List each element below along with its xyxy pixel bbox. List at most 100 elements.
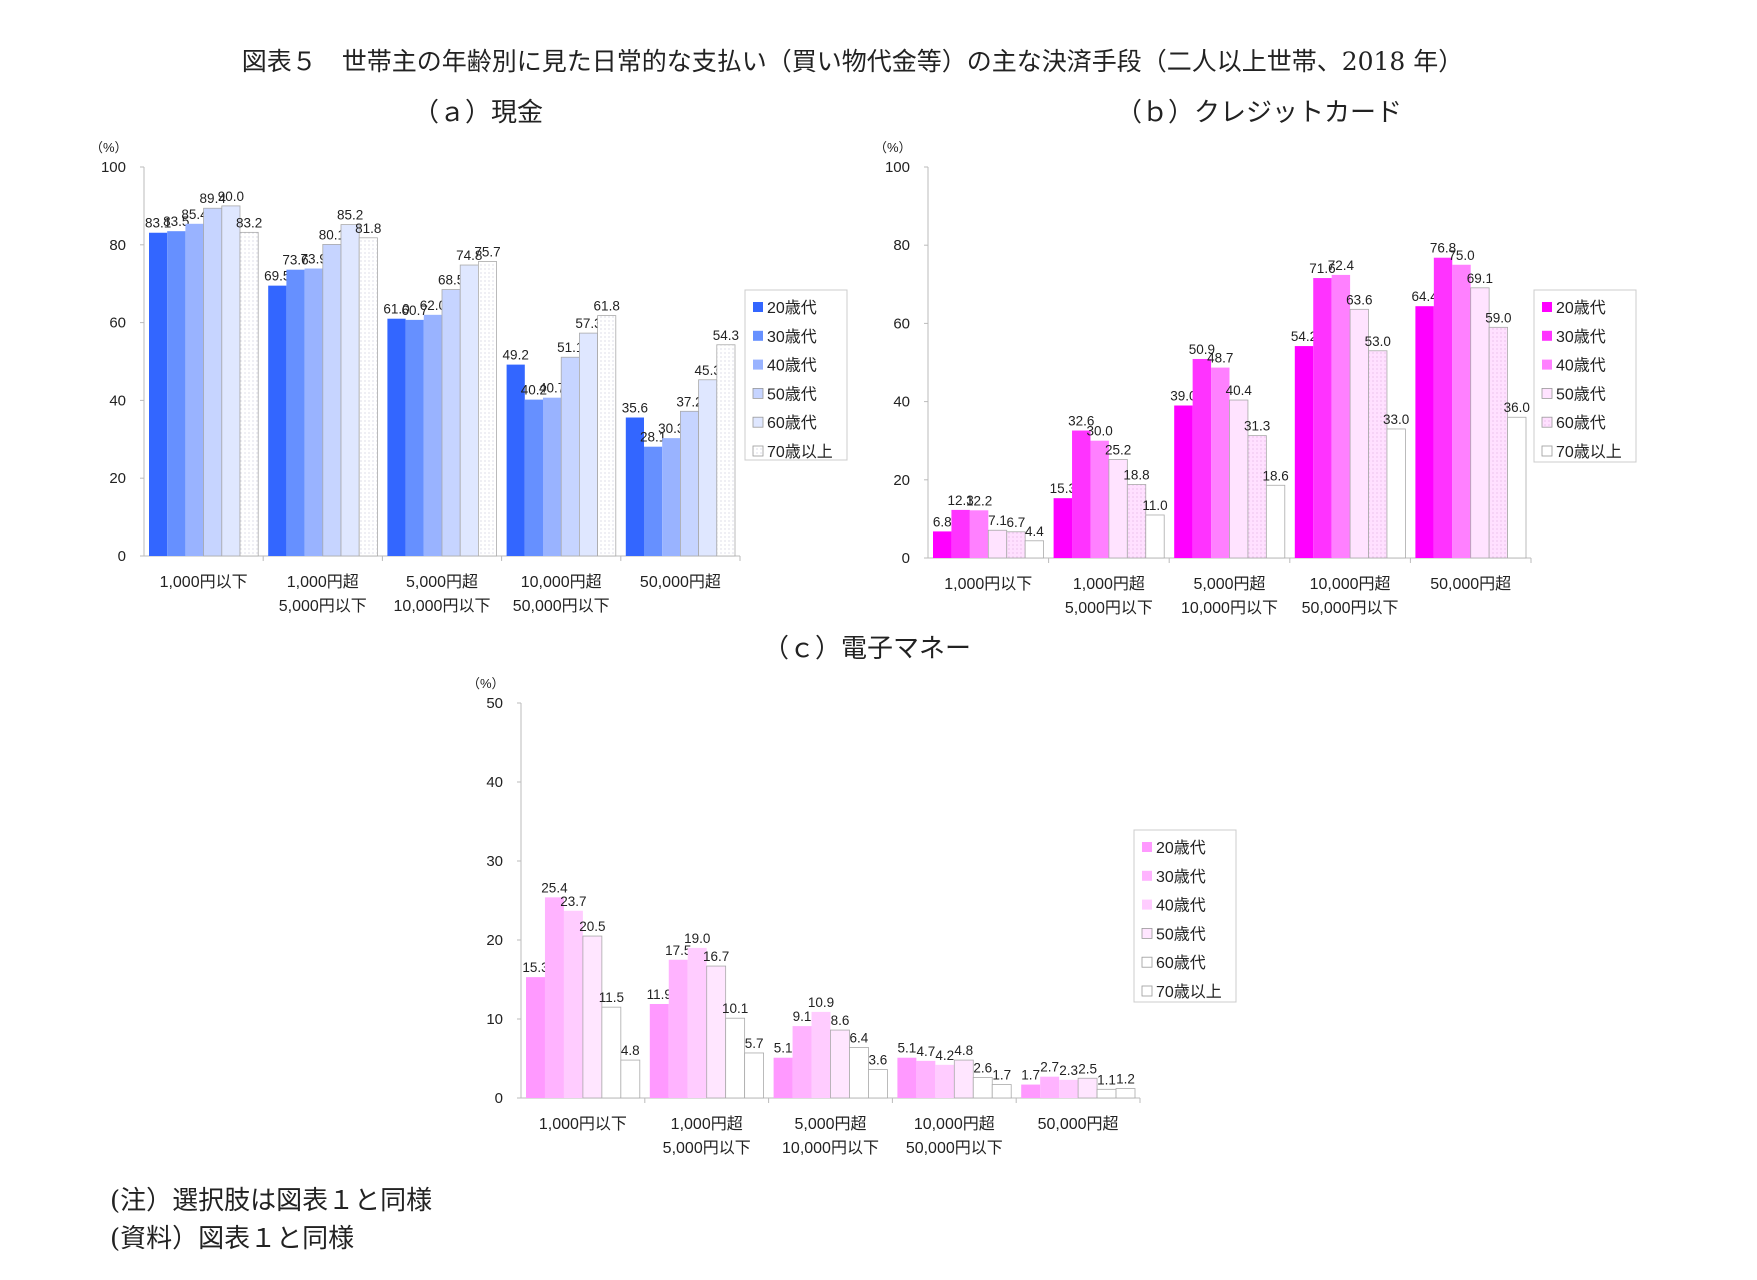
- category-label: 1,000円以下: [944, 576, 1032, 593]
- bar-70歳以上: [358, 237, 378, 557]
- data-label: 39.0: [1170, 389, 1196, 404]
- bar-50歳代: [987, 529, 1008, 559]
- data-label: 76.8: [1430, 241, 1456, 256]
- y-tick-label: 10: [486, 1011, 503, 1028]
- bar-70歳以上: [620, 1059, 641, 1099]
- data-label: 12.2: [966, 493, 992, 508]
- data-label: 54.2: [1291, 329, 1317, 344]
- data-label: 61.8: [594, 299, 620, 314]
- data-label: 16.7: [703, 949, 729, 964]
- bar-30歳代: [916, 1060, 936, 1098]
- y-tick-label: 50: [486, 695, 503, 712]
- bar-60歳代: [579, 332, 599, 557]
- y-tick-label: 40: [486, 774, 503, 791]
- y-tick-label: 100: [101, 159, 126, 176]
- data-label: 1.1: [1097, 1072, 1116, 1087]
- y-axis-unit: （%）: [874, 140, 912, 155]
- data-label: 37.2: [676, 394, 702, 409]
- bar-40歳代: [423, 314, 442, 556]
- category-label: 5,000円以下: [663, 1140, 751, 1157]
- bar-20歳代: [1294, 346, 1314, 558]
- legend-swatch: [752, 416, 764, 428]
- data-label: 60.7: [402, 303, 428, 318]
- category-label: 1,000円超: [671, 1115, 743, 1133]
- data-label: 4.4: [1025, 524, 1044, 539]
- y-tick-label: 20: [486, 932, 503, 949]
- y-tick-label: 60: [893, 315, 910, 332]
- bar-60歳代: [340, 224, 360, 557]
- legend: 20歳代 30歳代 40歳代 50歳代 60歳代 70歳以上: [744, 289, 848, 461]
- legend-swatch: [1541, 445, 1553, 457]
- bar-30歳代: [951, 509, 970, 558]
- data-label: 73.9: [301, 252, 327, 267]
- legend-box: [744, 289, 848, 461]
- data-label: 30.0: [1087, 424, 1113, 439]
- category-label: 10,000円以下: [782, 1140, 879, 1157]
- data-label: 83.1: [145, 216, 171, 231]
- bar-60歳代: [1247, 435, 1267, 559]
- bar-20歳代: [526, 977, 545, 1098]
- data-label: 20.5: [579, 919, 605, 934]
- legend-label: 20歳代: [1556, 299, 1606, 317]
- data-label: 25.4: [541, 880, 568, 895]
- bar-40歳代: [1211, 367, 1230, 558]
- y-tick-label: 80: [109, 237, 126, 254]
- data-label: 74.8: [456, 248, 482, 263]
- y-axis-unit: （%）: [467, 676, 505, 691]
- legend-swatch: [1141, 985, 1153, 997]
- chart-b-title: （ｂ）クレジットカード: [1115, 98, 1403, 128]
- legend-swatch: [1141, 928, 1153, 939]
- legend: 20歳代 30歳代 40歳代 50歳代 60歳代 70歳以上: [1133, 829, 1237, 1003]
- data-label: 64.4: [1411, 289, 1438, 304]
- y-tick-label: 0: [118, 548, 126, 565]
- bar-70歳以上: [1145, 514, 1165, 559]
- legend-swatch: [1541, 416, 1553, 428]
- data-label: 15.3: [522, 960, 548, 975]
- legend-swatch: [753, 302, 763, 312]
- bar-60歳代: [725, 1017, 746, 1099]
- data-label: 36.0: [1504, 400, 1530, 415]
- bar-40歳代: [1331, 274, 1351, 558]
- data-label: 28.1: [640, 430, 666, 445]
- data-label: 40.2: [521, 383, 547, 398]
- category-label: 1,000円超: [287, 573, 359, 591]
- data-label: 2.7: [1040, 1060, 1059, 1075]
- bar-60歳代: [601, 1006, 622, 1099]
- source-text: (資料）図表１と同様: [110, 1224, 355, 1254]
- bar-60歳代: [1006, 531, 1026, 559]
- bar-20歳代: [649, 1003, 669, 1098]
- legend-swatch: [752, 387, 764, 399]
- bar-70歳以上: [1265, 484, 1286, 559]
- category-label: 50,000円以下: [1302, 600, 1399, 617]
- chart-a-title: （ａ）現金: [412, 98, 544, 128]
- data-label: 7.1: [988, 513, 1007, 528]
- bar-60歳代: [1096, 1088, 1117, 1099]
- legend-label: 30歳代: [767, 328, 817, 346]
- legend-label: 70歳以上: [767, 443, 833, 461]
- data-label: 5.1: [897, 1041, 916, 1056]
- data-label: 83.2: [236, 215, 262, 230]
- bar-70歳以上: [477, 261, 497, 557]
- legend-box: [1533, 289, 1637, 463]
- legend-label: 40歳代: [1156, 897, 1206, 915]
- bar-50歳代: [1470, 287, 1490, 559]
- legend-swatch: [753, 359, 763, 370]
- data-label: 11.9: [647, 987, 672, 1002]
- data-label: 19.0: [684, 931, 710, 946]
- y-tick-label: 40: [109, 392, 126, 409]
- legend-label: 30歳代: [1556, 328, 1606, 346]
- data-label: 1.7: [1021, 1068, 1040, 1083]
- y-axis-unit: （%）: [90, 140, 128, 155]
- y-tick-label: 60: [109, 315, 126, 332]
- data-label: 15.3: [1050, 481, 1076, 496]
- data-label: 2.5: [1078, 1061, 1097, 1076]
- data-label: 30.3: [658, 421, 684, 436]
- data-label: 61.0: [383, 302, 409, 317]
- bar-30歳代: [1192, 358, 1212, 558]
- bar-20歳代: [1174, 405, 1193, 558]
- category-label: 50,000円以下: [513, 598, 610, 615]
- category-label: 5,000円超: [794, 1115, 866, 1133]
- data-label: 6.4: [850, 1030, 869, 1045]
- data-label: 10.9: [808, 995, 834, 1010]
- bar-40歳代: [662, 438, 681, 556]
